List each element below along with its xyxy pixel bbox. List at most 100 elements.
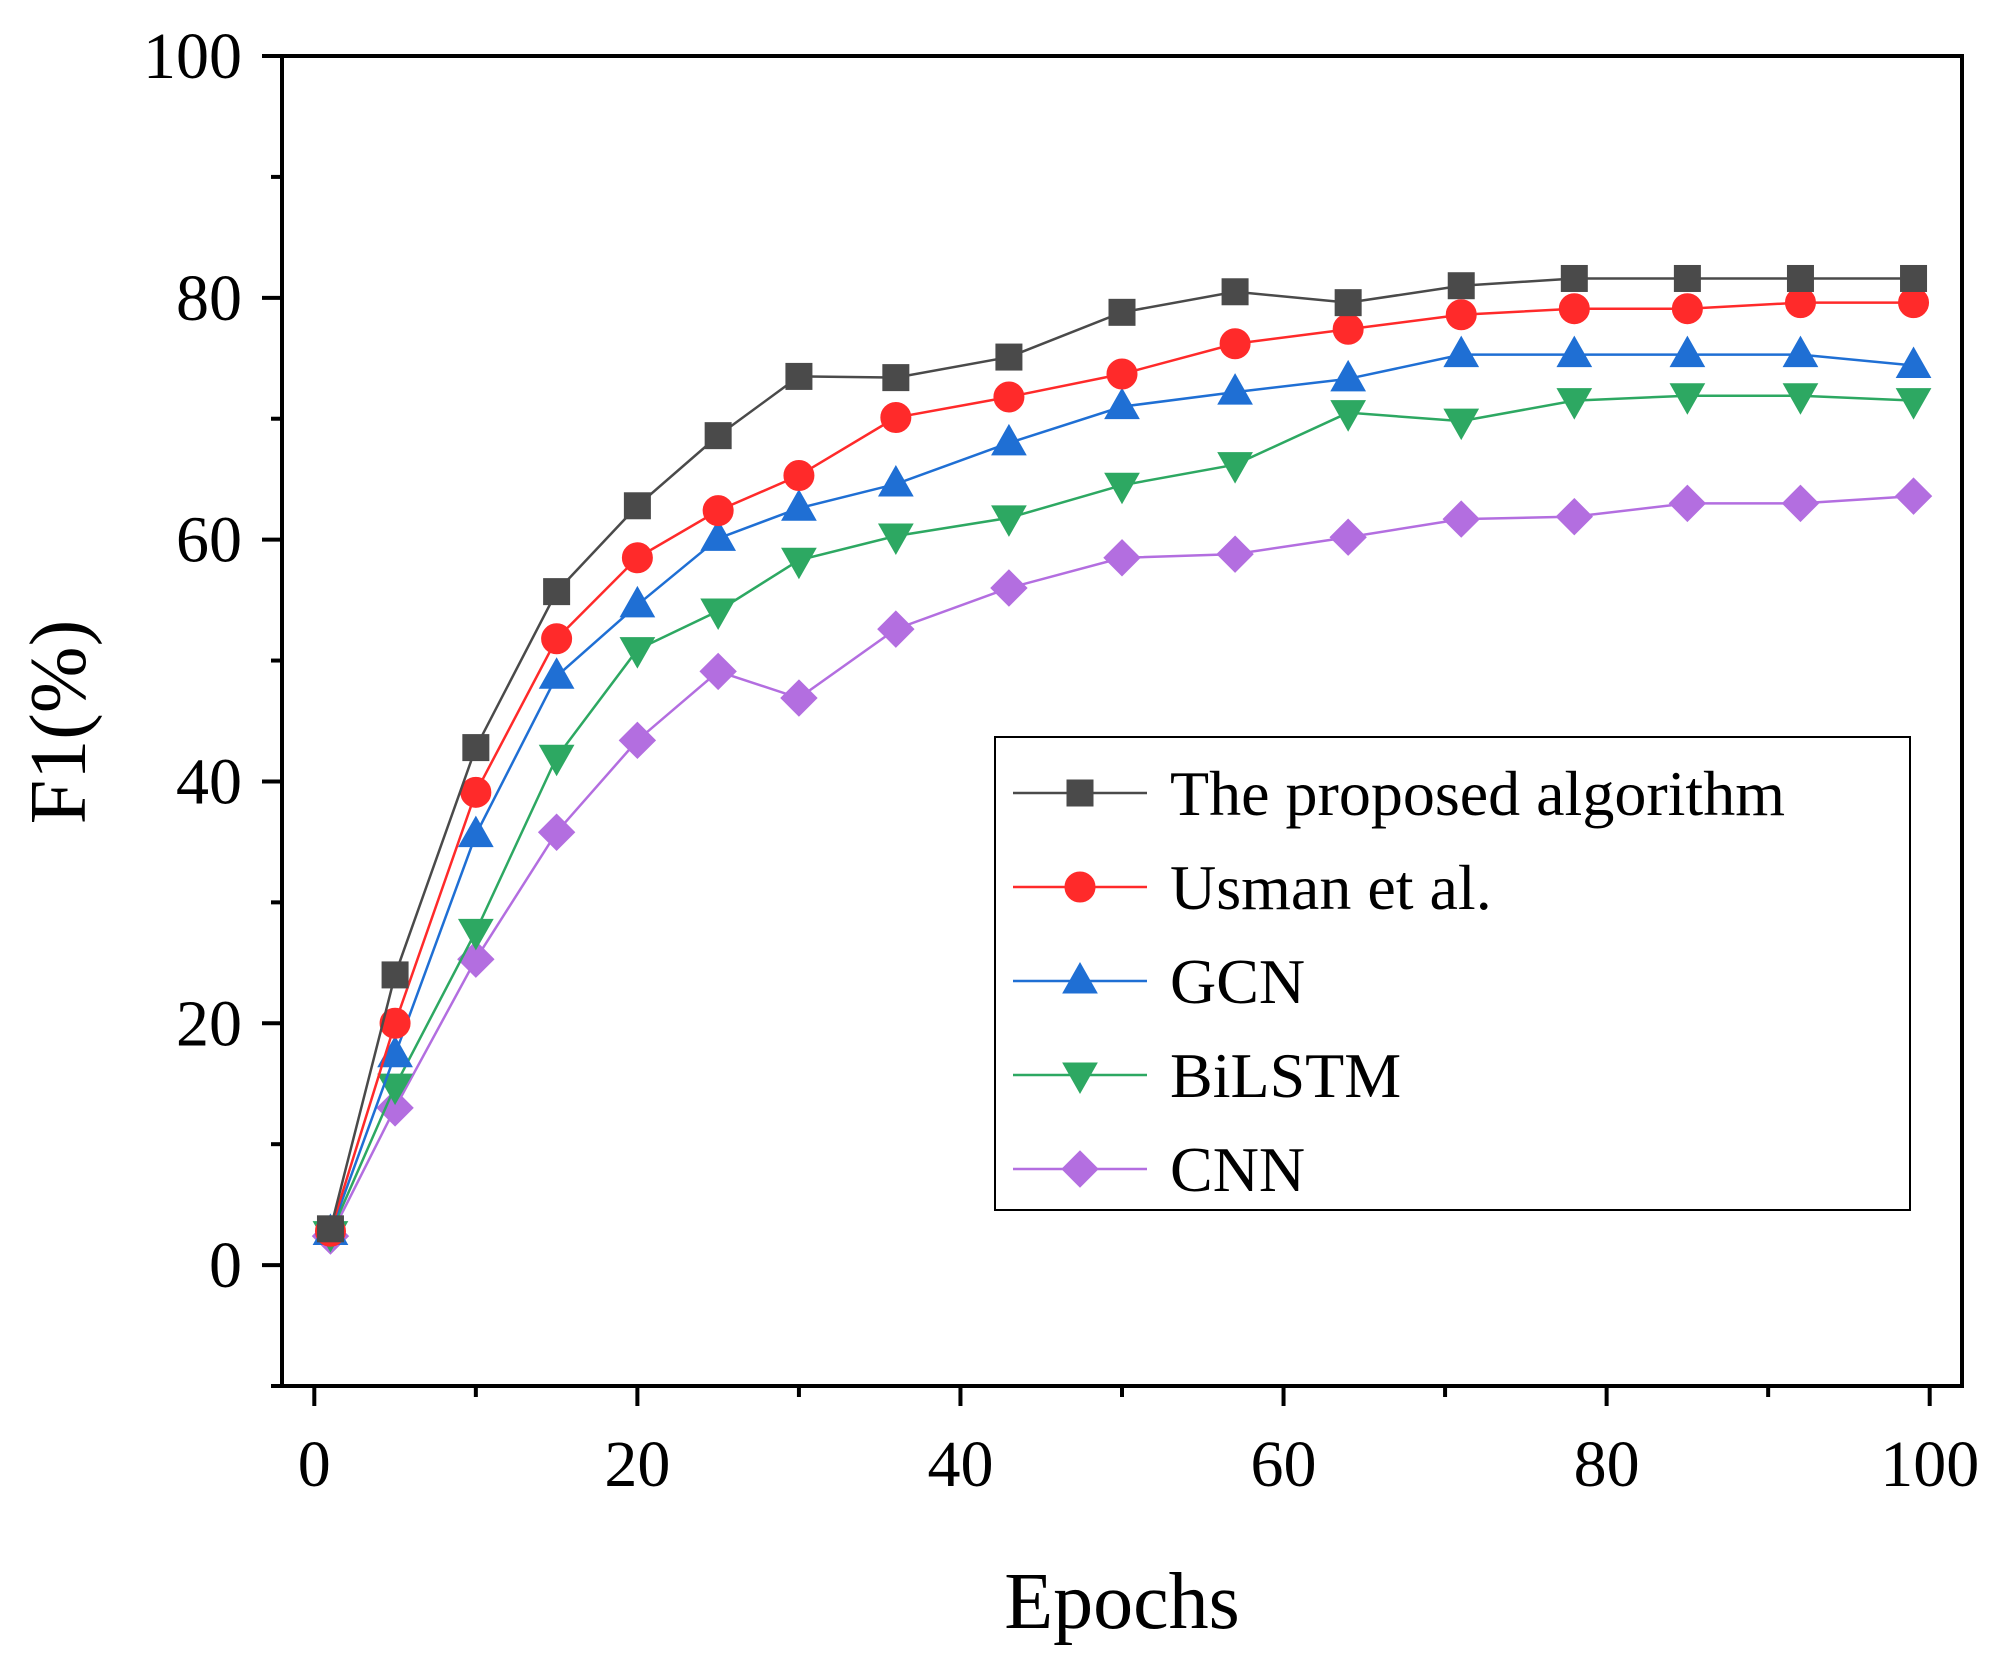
data-point — [699, 652, 737, 691]
data-point — [1782, 383, 1819, 415]
data-point — [316, 1215, 344, 1243]
data-point — [623, 492, 651, 520]
legend: The proposed algorithm Usman et al. GCN BiL… — [994, 736, 1911, 1211]
data-point — [995, 343, 1023, 371]
legend-label: The proposed algorithm — [1170, 758, 1785, 829]
legend-entry: CNN — [1013, 1134, 1305, 1205]
legend-box — [994, 736, 1911, 1211]
data-point — [1108, 298, 1136, 326]
data-point — [877, 465, 914, 497]
data-point — [1216, 535, 1254, 573]
axes-ticks: 0 20 40 60 80 100 0 20 40 60 80 100 — [143, 20, 1979, 1501]
data-point — [457, 815, 494, 848]
y-tick-label: 80 — [176, 262, 242, 335]
data-point — [1782, 335, 1819, 368]
legend-marker — [1066, 779, 1094, 807]
data-point — [882, 364, 910, 392]
data-point — [538, 744, 575, 777]
x-tick-label: 60 — [1251, 1428, 1317, 1501]
data-point — [1673, 264, 1701, 292]
data-point — [1445, 299, 1477, 331]
data-point — [1781, 484, 1820, 523]
x-tick-label: 20 — [604, 1428, 670, 1501]
data-point — [1443, 408, 1480, 441]
data-point — [1784, 287, 1816, 319]
data-point — [1217, 452, 1253, 484]
data-point — [1898, 287, 1930, 319]
data-point — [1217, 373, 1253, 405]
series-the-proposed-algorithm — [316, 264, 1928, 1243]
y-tick-label: 60 — [176, 504, 242, 577]
x-axis-title: Epochs — [1004, 1558, 1240, 1646]
legend-label: CNN — [1170, 1134, 1305, 1205]
data-point — [1556, 335, 1593, 368]
data-point — [1221, 278, 1249, 306]
legend-entry: The proposed algorithm — [1013, 758, 1785, 829]
data-point — [619, 637, 656, 669]
data-point — [1558, 293, 1590, 325]
series-cnn — [311, 477, 1933, 1255]
data-point — [1330, 400, 1367, 432]
series-bilstm — [312, 383, 1932, 1253]
data-point — [537, 813, 576, 851]
data-point — [538, 657, 575, 689]
legend-entry: GCN — [1013, 946, 1305, 1017]
data-point — [700, 519, 737, 551]
data-point — [991, 505, 1027, 537]
data-point — [877, 523, 914, 556]
data-point — [543, 578, 571, 606]
legend-marker — [1064, 871, 1096, 903]
data-point — [877, 610, 915, 648]
y-axis-title: F1(%) — [15, 620, 103, 824]
x-tick-label: 80 — [1574, 1428, 1640, 1501]
data-point — [1895, 346, 1932, 379]
data-point — [1668, 484, 1707, 523]
x-tick-label: 100 — [1880, 1428, 1979, 1501]
data-point — [1669, 383, 1706, 415]
data-point — [880, 402, 912, 434]
data-point — [1332, 313, 1364, 345]
data-point — [785, 362, 813, 390]
data-point — [781, 547, 817, 580]
data-point — [1447, 272, 1475, 300]
data-point — [376, 1089, 414, 1127]
data-point — [1329, 518, 1367, 556]
legend-entry: BiLSTM — [1013, 1040, 1401, 1111]
data-point — [379, 1007, 411, 1039]
legend-label: GCN — [1170, 946, 1305, 1017]
data-point — [780, 679, 818, 717]
data-point — [1786, 264, 1814, 292]
legend-marker — [1062, 961, 1098, 994]
data-point — [783, 460, 815, 492]
data-point — [1556, 388, 1593, 420]
data-point — [1895, 388, 1932, 420]
data-point — [621, 542, 653, 574]
data-point — [381, 961, 409, 989]
data-point — [1894, 477, 1933, 515]
data-point — [541, 623, 573, 655]
series-layer — [311, 264, 1933, 1255]
data-point — [1334, 289, 1362, 317]
legend-marker — [1062, 1062, 1098, 1095]
data-point — [991, 423, 1027, 456]
data-point — [993, 381, 1025, 413]
y-tick-label: 20 — [176, 987, 242, 1060]
legend-entry: Usman et al. — [1013, 852, 1492, 923]
y-tick-label: 0 — [209, 1229, 242, 1302]
data-point — [1104, 387, 1140, 420]
data-point — [1103, 539, 1141, 577]
legend-entries: The proposed algorithm Usman et al. GCN BiL… — [1013, 758, 1785, 1205]
legend-marker — [1061, 1150, 1099, 1188]
data-point — [619, 585, 656, 618]
data-point — [457, 918, 494, 951]
data-point — [1106, 358, 1138, 390]
data-point — [700, 598, 737, 630]
data-point — [1443, 335, 1480, 368]
data-point — [990, 569, 1028, 607]
data-point — [1669, 335, 1706, 368]
data-point — [1442, 500, 1480, 538]
data-point — [1671, 293, 1703, 325]
y-tick-label: 100 — [143, 20, 242, 93]
data-point — [1330, 359, 1367, 392]
